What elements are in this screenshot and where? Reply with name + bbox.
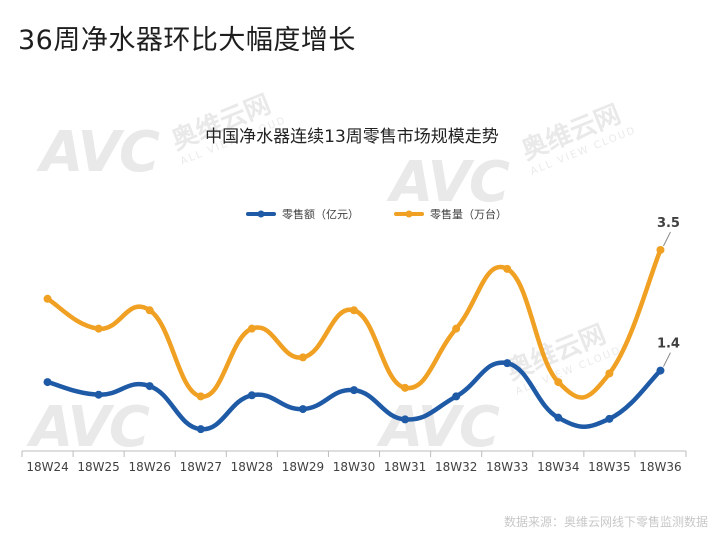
data-point [94,324,103,333]
x-axis: 18W24 18W25 18W26 18W27 18W28 18W29 18W30 18W31… [21,450,687,474]
data-label-leader [663,231,671,247]
data-point [656,245,665,254]
chart-legend: 零售额（亿元） 零售量（万台） [246,207,507,221]
data-point [452,392,461,401]
x-tick-label: 18W31 [384,460,426,474]
x-tick-label: 18W27 [180,460,222,474]
series-line [45,247,663,400]
x-tick-label: 18W29 [282,460,324,474]
data-point [554,378,563,387]
data-point [401,415,410,424]
data-point [554,413,563,422]
data-point [503,359,512,368]
data-point [196,392,205,401]
data-point [401,383,410,392]
legend-label: 零售额（亿元） [282,207,359,221]
x-tick-label: 18W24 [26,460,68,474]
data-label: 3.5 [657,216,680,231]
legend-marker [405,210,413,218]
data-point [656,366,665,375]
data-point [43,294,52,303]
data-point [196,425,205,434]
plot-area: 1.4 3.5 [43,216,680,434]
data-label-leader [663,352,671,367]
x-tick-label: 18W28 [231,460,273,474]
data-point [94,390,103,399]
data-point [145,382,154,391]
legend-marker [257,210,265,218]
data-point [605,414,614,423]
data-point [350,306,358,315]
data-point [43,378,52,387]
data-point [247,391,256,400]
data-point [247,324,256,333]
page-title: 36周净水器环比大幅度增长 [18,25,356,56]
x-tick-label: 18W36 [639,460,681,474]
x-tick-label: 18W34 [537,460,579,474]
x-tick-label: 18W33 [486,460,528,474]
x-tick-label: 18W32 [435,460,477,474]
data-point [298,353,307,362]
chart-title: 中国净水器连续13周零售市场规模走势 [205,127,499,147]
data-label: 1.4 [657,337,680,352]
series-line [45,360,663,432]
x-tick-label: 18W25 [77,460,119,474]
data-point [605,369,614,378]
data-point [145,306,154,315]
data-point [452,324,461,333]
x-tick-label: 18W26 [128,460,170,474]
x-tick-label: 18W35 [588,460,630,474]
legend-label: 零售量（万台） [430,207,507,221]
data-point [298,405,307,414]
data-source: 数据来源：奥维云网线下零售监测数据 [503,515,708,529]
data-point [503,264,512,273]
x-tick-label: 18W30 [333,460,375,474]
data-point [350,386,358,395]
